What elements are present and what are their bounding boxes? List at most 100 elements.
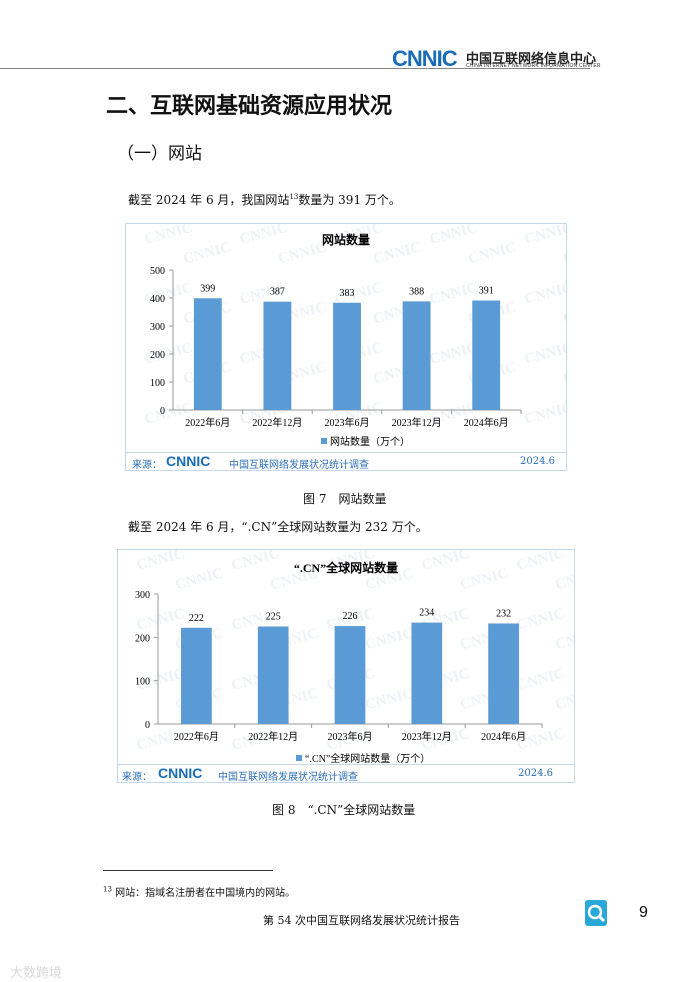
source-text: 中国互联网络发展状况统计调查 xyxy=(229,460,369,471)
bg-watermark: CNNIC xyxy=(467,239,519,267)
x-tick-label: 2024年6月 xyxy=(481,730,526,743)
bar xyxy=(333,302,361,410)
bg-watermark: CNNIC xyxy=(523,224,566,248)
data-label: 226 xyxy=(343,611,358,622)
bg-watermark: CNNIC xyxy=(562,359,566,387)
header-logo: CNNIC 中国互联网络信息中心 CHINA INTERNET NETWORK … xyxy=(392,46,692,71)
x-tick-label: 2022年6月 xyxy=(185,416,230,429)
data-label: 387 xyxy=(270,287,285,298)
bg-watermark: CNNIC xyxy=(135,550,187,574)
x-tick-label: 2023年12月 xyxy=(392,416,442,429)
org-name-cn: 中国互联网络信息中心 xyxy=(466,52,597,67)
bg-watermark: CNNIC xyxy=(230,550,282,574)
y-tick-label: 0 xyxy=(160,406,165,417)
watermark: 大数跨境 xyxy=(10,965,63,980)
bg-watermark: CNNIC xyxy=(515,550,567,574)
bg-watermark: CNNIC xyxy=(364,625,416,653)
bar xyxy=(472,300,501,410)
bg-watermark: CNNIC xyxy=(562,299,566,327)
caption-figure-8: 图 8 “.CN”全球网站数量 xyxy=(272,803,416,817)
bar xyxy=(257,626,289,724)
source-label: 来源： xyxy=(122,772,152,783)
caption-figure-7: 图 7 网站数量 xyxy=(303,492,387,506)
org-name-en: CHINA INTERNET NETWORK INFORMATION CENTE… xyxy=(466,63,601,69)
data-label: 383 xyxy=(340,288,355,299)
bar xyxy=(488,623,519,724)
legend-swatch xyxy=(321,438,327,444)
source-date: 2024.6 xyxy=(518,768,553,779)
cnnic-logo: CNNIC xyxy=(392,46,458,71)
x-tick-label: 2022年6月 xyxy=(174,730,219,743)
bg-watermark: CNNIC xyxy=(182,239,234,267)
data-label: 388 xyxy=(409,286,424,297)
x-tick-label: 2022年12月 xyxy=(252,416,302,429)
bg-watermark: CNNIC xyxy=(562,239,566,267)
data-label: 391 xyxy=(479,286,494,297)
bg-watermark: CNNIC xyxy=(277,239,329,267)
bar xyxy=(402,301,431,410)
section-title: 二、互联网基础资源应用状况 xyxy=(106,93,393,119)
data-label: 399 xyxy=(200,283,215,294)
bg-watermark: CNNIC xyxy=(420,550,472,574)
header-rule xyxy=(0,68,590,69)
legend-label: 网站数量（万个） xyxy=(330,435,410,448)
data-label: 225 xyxy=(266,612,281,623)
x-tick-label: 2024年6月 xyxy=(464,416,509,429)
chart-source: 来源： CNNIC 中国互联网络发展状况统计调查 2024.6 xyxy=(126,452,566,471)
bar xyxy=(193,298,222,410)
bg-watermark: CNNIC xyxy=(428,340,480,368)
bg-watermark: CNNIC xyxy=(523,340,566,368)
footnote: 13 网站：指域名注册者在中国境内的网站。 xyxy=(103,885,296,899)
subsection-title: （一）网站 xyxy=(117,144,202,164)
y-tick-label: 400 xyxy=(150,294,165,305)
x-tick-label: 2023年12月 xyxy=(402,730,452,743)
paragraph-2: 截至 2024 年 6 月，“.CN”全球网站数量为 232 万个。 xyxy=(128,520,428,534)
bg-watermark: CNNIC xyxy=(174,565,226,593)
source-logo: CNNIC xyxy=(166,453,211,469)
source-logo: CNNIC xyxy=(158,765,203,781)
bg-watermark: CNNIC xyxy=(428,224,480,248)
data-label: 234 xyxy=(419,608,434,619)
bg-watermark: CNNIC xyxy=(143,224,195,248)
y-tick-label: 300 xyxy=(150,322,165,333)
bg-watermark: CNNIC xyxy=(428,280,480,308)
bar xyxy=(411,622,443,724)
legend-label: “.CN”全球网站数量（万个） xyxy=(305,752,430,764)
legend-swatch xyxy=(296,755,302,761)
x-tick-label: 2023年6月 xyxy=(328,730,373,743)
bg-watermark: CNNIC xyxy=(554,565,574,593)
y-tick-label: 300 xyxy=(135,590,150,601)
bg-watermark: CNNIC xyxy=(523,400,566,428)
chart-title: 网站数量 xyxy=(322,232,370,247)
chart-websites: CNNIC CNNIC CNNIC CNNIC CNNIC CNNIC CNNIC CNNIC… xyxy=(125,220,613,471)
footnote-rule xyxy=(103,870,273,871)
y-tick-label: 100 xyxy=(135,677,150,688)
y-tick-label: 100 xyxy=(150,378,165,389)
chart-cn-websites: CNNIC CNNIC CNNIC CNNIC CNNIC CNNIC CNNIC CNNIC… xyxy=(117,546,605,783)
chart-title: “.CN”全球网站数量 xyxy=(294,560,398,575)
bg-watermark: CNNIC xyxy=(554,625,574,653)
bg-watermark: CNNIC xyxy=(554,685,574,713)
bg-watermark: CNNIC xyxy=(523,280,566,308)
bg-watermark: CNNIC xyxy=(459,565,511,593)
bg-watermark: CNNIC xyxy=(238,224,290,248)
data-label: 222 xyxy=(189,613,204,624)
page-number: 9 xyxy=(639,904,648,921)
bar xyxy=(334,626,366,724)
report-title: 第 54 次中国互联网络发展状况统计报告 xyxy=(263,914,460,927)
source-label: 来源： xyxy=(132,460,162,471)
source-text: 中国互联网络发展状况统计调查 xyxy=(218,772,358,783)
bar xyxy=(263,301,292,410)
source-date: 2024.6 xyxy=(520,456,555,467)
y-tick-label: 0 xyxy=(145,720,150,731)
y-tick-label: 500 xyxy=(150,266,165,277)
bg-watermark: CNNIC xyxy=(135,606,187,634)
x-tick-label: 2023年6月 xyxy=(325,416,370,429)
paragraph-1: 截至 2024 年 6 月，我国网站13数量为 391 万个。 xyxy=(128,193,401,207)
y-tick-label: 200 xyxy=(150,350,165,361)
bg-watermark: CNNIC xyxy=(515,666,567,694)
bg-watermark: CNNIC xyxy=(364,685,416,713)
data-label: 232 xyxy=(496,608,511,619)
x-tick-label: 2022年12月 xyxy=(248,730,298,743)
